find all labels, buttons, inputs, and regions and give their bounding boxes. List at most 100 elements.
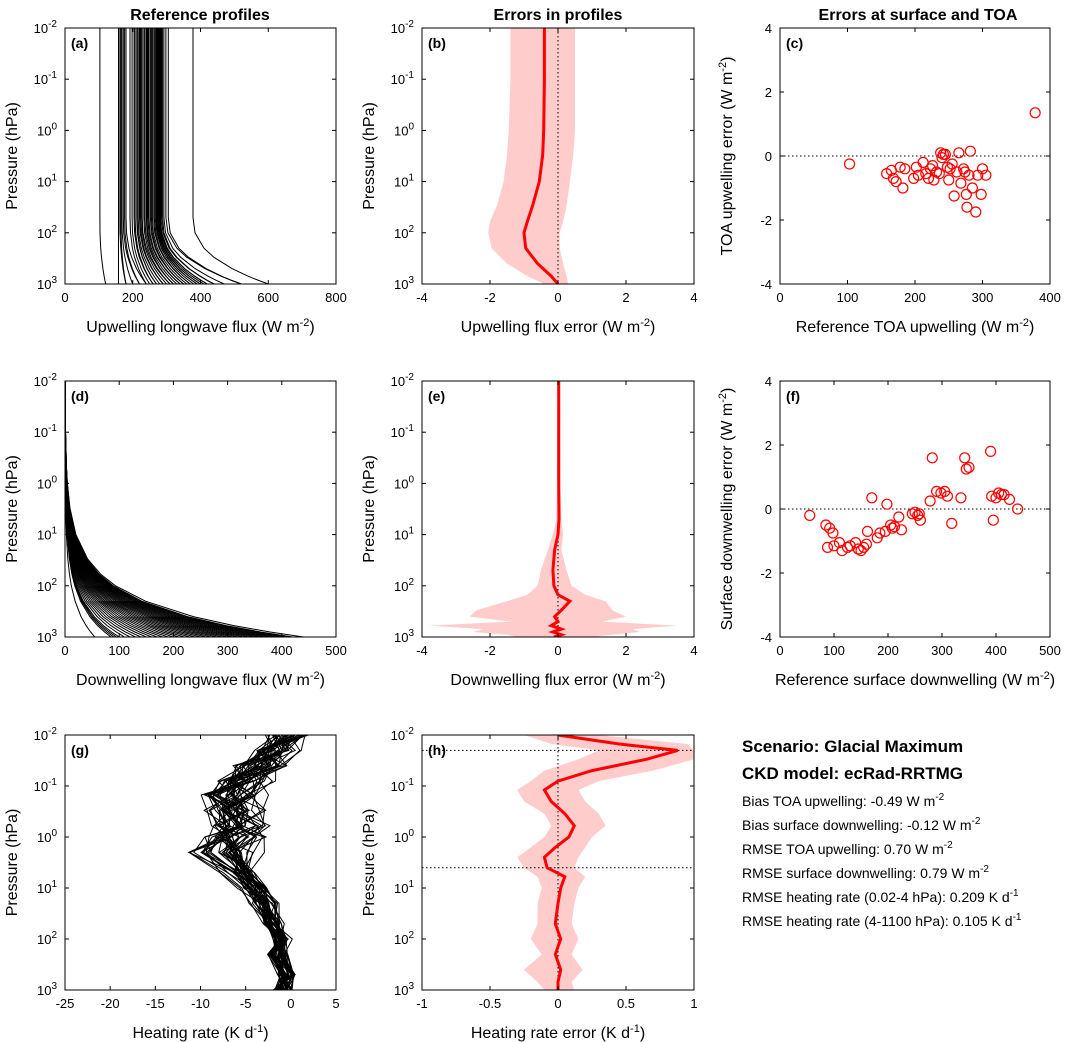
x-tick-label: 4	[690, 643, 697, 658]
panel-b: -4 -2 0 2 4 10-2 10-1 100 101 102 103 Upwelling flu…	[361, 19, 698, 336]
reference-profile-line	[129, 28, 147, 284]
y-tick-label: 100	[37, 474, 57, 491]
reference-profile-line	[65, 381, 288, 637]
plot-area	[428, 381, 677, 637]
error-spread-band	[428, 381, 677, 637]
scatter-point	[951, 166, 963, 178]
x-tick-label: 200	[877, 643, 899, 658]
panel-f: 0 100 200 300 400 500 -4 -2 0 2 4 Reference surface…	[717, 374, 1061, 689]
x-axis-label: Upwelling flux error (W m-2)	[461, 317, 656, 336]
y-tick-label: 101	[394, 879, 414, 896]
reference-profile-line	[121, 28, 134, 284]
y-tick-label: 10-2	[34, 19, 58, 36]
x-tick-label: 400	[985, 643, 1007, 658]
scatter-point	[963, 461, 975, 473]
scatter-point	[855, 544, 867, 557]
y-axis-label: Pressure (hPa)	[4, 809, 21, 917]
scatter-point	[995, 489, 1008, 501]
reference-profile-line	[151, 28, 188, 284]
reference-profile-line	[99, 28, 107, 284]
scatter-point	[980, 169, 992, 181]
y-axis-label: Pressure (hPa)	[361, 102, 378, 210]
scenario-label: Scenario: Glacial Maximum	[742, 737, 963, 756]
x-tick-label: -15	[146, 996, 165, 1011]
scatter-point	[893, 511, 905, 523]
reference-profile-line	[159, 28, 208, 284]
x-axis-label: Downwelling flux error (W m-2)	[450, 670, 665, 689]
y-tick-label: 103	[394, 628, 414, 645]
scatter-point	[836, 544, 848, 557]
y-tick-label: 10-1	[391, 70, 415, 87]
scatter-point	[804, 509, 816, 522]
y-tick-label: 101	[394, 526, 414, 543]
y-tick-label: 100	[394, 828, 414, 845]
x-tick-label: -0.5	[479, 996, 501, 1011]
x-tick-label: -2	[484, 290, 496, 305]
column-title-errors-profiles: Errors in profiles	[494, 7, 623, 24]
y-tick-label: 10-1	[34, 423, 58, 440]
scatter-point	[987, 514, 999, 526]
x-tick-label: 300	[217, 643, 239, 658]
reference-profile-line	[65, 381, 266, 637]
scatter-point	[843, 158, 856, 170]
x-tick-label: 0	[554, 290, 561, 305]
plot-area	[780, 445, 1050, 557]
panel-e: -4 -2 0 2 4 10-2 10-1 100 101 102 103 Downwelling f…	[361, 372, 698, 689]
y-tick-label: 100	[37, 121, 57, 138]
plot-area	[780, 107, 1050, 218]
scatter-point	[860, 538, 873, 550]
x-axis-label: Upwelling longwave flux (W m-2)	[86, 317, 315, 336]
scatter-point	[820, 519, 832, 531]
reference-profile-line	[193, 735, 293, 990]
y-tick-label: 4	[765, 374, 772, 389]
y-axis-label: Pressure (hPa)	[361, 455, 378, 563]
x-tick-label: 2	[622, 643, 629, 658]
scatter-point	[866, 492, 878, 504]
panel-label: (f)	[786, 388, 800, 404]
y-tick-label: 10-2	[391, 372, 415, 389]
reference-profile-line	[125, 28, 147, 284]
y-tick-label: 0	[765, 149, 772, 164]
scatter-point	[933, 168, 945, 180]
reference-profile-line	[188, 735, 284, 990]
x-tick-label: 0	[776, 290, 783, 305]
reference-profile-line	[158, 28, 205, 284]
scatter-point	[924, 495, 936, 507]
reference-profile-line	[140, 28, 164, 284]
panel-label: (h)	[428, 742, 446, 758]
scatter-point	[944, 163, 956, 175]
y-tick-label: 0	[765, 502, 772, 517]
y-tick-label: 102	[37, 930, 57, 947]
scatter-point	[959, 452, 971, 464]
panel-d: 0 100 200 300 400 500 10-2 10-1 100 101 102 103 Down…	[4, 372, 347, 689]
x-tick-label: -4	[416, 643, 428, 658]
reference-profile-line	[156, 28, 198, 284]
reference-profile-line	[141, 28, 167, 284]
y-tick-label: 10-1	[391, 423, 415, 440]
y-tick-label: 101	[394, 173, 414, 190]
y-tick-label: 10-2	[34, 726, 58, 743]
x-tick-label: 200	[904, 290, 926, 305]
y-tick-label: 2	[765, 438, 772, 453]
reference-profile-line	[143, 28, 171, 284]
reference-profile-line	[148, 28, 181, 284]
reference-profile-line	[154, 28, 191, 284]
reference-profile-line	[162, 28, 215, 284]
scatter-point	[961, 201, 973, 213]
x-tick-label: 200	[163, 643, 185, 658]
scatter-point	[881, 498, 893, 510]
x-tick-label: 600	[257, 290, 279, 305]
x-tick-label: 400	[190, 290, 212, 305]
y-axis-label: Pressure (hPa)	[361, 809, 378, 917]
panel-g: -25 -20 -15 -10 -5 0 5 10-2 10-1 100 101 102 103 Heat…	[4, 726, 340, 1042]
plot-area	[187, 735, 309, 990]
x-tick-label: -25	[56, 996, 75, 1011]
stat-line: RMSE TOA upwelling: 0.70 W m-2	[742, 840, 953, 857]
y-axis-label: Pressure (hPa)	[4, 102, 21, 210]
scatter-point	[955, 492, 967, 504]
reference-profile-line	[187, 735, 293, 990]
scatter-point	[833, 536, 846, 549]
scatter-point	[993, 487, 1005, 499]
reference-profile-line	[150, 28, 184, 284]
panel-label: (g)	[71, 742, 89, 758]
